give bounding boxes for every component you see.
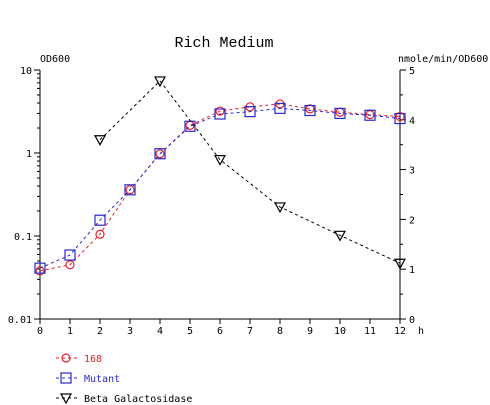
data-point	[34, 262, 46, 274]
right-axis-label: nmole/min/OD600	[398, 54, 488, 65]
data-point	[214, 108, 226, 120]
data-point	[95, 229, 105, 239]
x-tick-label: 12	[394, 326, 406, 337]
x-tick-label: 6	[217, 326, 223, 337]
legend-marker	[61, 353, 71, 363]
data-point	[154, 148, 166, 160]
data-point	[124, 184, 136, 196]
data-point	[184, 120, 196, 132]
series-line	[39, 103, 401, 272]
data-point	[153, 76, 167, 88]
x-unit-label: h	[418, 326, 424, 337]
chart-title: Rich Medium	[174, 35, 273, 52]
legend-item: Mutant	[56, 372, 120, 385]
x-tick-label: 1	[67, 326, 73, 337]
series-line	[39, 107, 401, 269]
right-tick-label: 5	[409, 66, 415, 77]
x-tick-label: 0	[37, 326, 43, 337]
data-point	[394, 112, 406, 125]
right-tick-label: 4	[409, 116, 415, 127]
left-axis-label: OD600	[40, 54, 70, 65]
series-3	[93, 76, 407, 270]
data-point	[244, 106, 256, 118]
left-tick-label: 10	[20, 66, 32, 77]
series-1	[35, 99, 405, 276]
x-tick-label: 3	[127, 326, 133, 337]
x-tick-label: 8	[277, 326, 283, 337]
legend-label: 168	[84, 354, 102, 365]
data-point	[304, 104, 316, 117]
data-point	[273, 202, 287, 214]
legend-label: Beta Galactosidase	[84, 394, 192, 405]
data-point	[305, 104, 315, 114]
x-tick-label: 7	[247, 326, 253, 337]
data-point	[155, 149, 165, 159]
data-point	[64, 249, 76, 261]
data-point	[215, 106, 225, 116]
left-tick-label: 1	[26, 149, 32, 160]
right-tick-label: 1	[409, 265, 415, 276]
data-point	[35, 266, 45, 276]
data-point	[364, 109, 376, 121]
data-point	[213, 155, 227, 166]
x-tick-label: 5	[187, 326, 193, 337]
right-tick-label: 0	[409, 315, 415, 326]
data-point	[393, 258, 407, 270]
data-point	[94, 214, 106, 226]
x-tick-label: 2	[97, 326, 103, 337]
series-layer	[34, 76, 407, 276]
data-point	[334, 107, 346, 119]
legend-item: 168	[56, 353, 102, 365]
legend: 168 Mutant Beta Galactosidase	[56, 353, 192, 405]
legend-item: Beta Galactosidase	[56, 393, 192, 405]
series-line	[99, 80, 401, 264]
x-tick-label: 4	[157, 326, 163, 337]
x-tick-label: 10	[334, 326, 346, 337]
left-tick-label: 0.1	[14, 232, 32, 243]
series-2	[34, 102, 406, 274]
right-tick-label: 3	[409, 166, 415, 177]
data-point	[274, 102, 286, 114]
data-point	[93, 135, 107, 146]
data-point	[125, 185, 135, 195]
x-tick-label: 11	[364, 326, 376, 337]
left-tick-label: 0.01	[8, 315, 32, 326]
data-point	[65, 260, 75, 270]
legend-marker	[60, 372, 72, 384]
data-point	[395, 111, 405, 122]
x-tick-label: 9	[307, 326, 313, 337]
legend-label: Mutant	[84, 374, 120, 385]
data-point	[333, 230, 347, 242]
legend-marker	[59, 393, 73, 405]
right-tick-label: 2	[409, 215, 415, 226]
